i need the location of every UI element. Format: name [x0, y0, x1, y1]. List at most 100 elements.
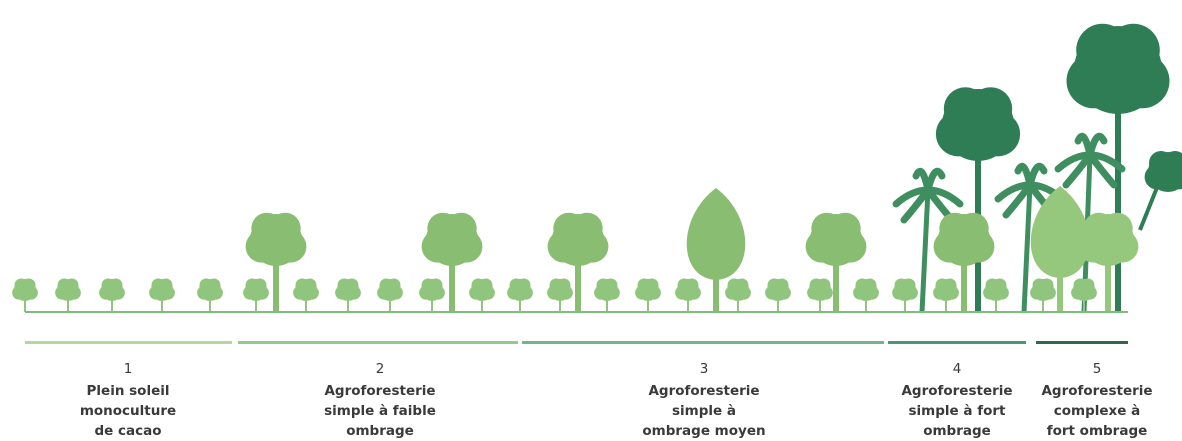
canopy-tree: [1066, 23, 1170, 312]
cacao-bush: [335, 278, 361, 312]
stage-bar: [522, 341, 884, 344]
crown-lobe: [829, 212, 861, 244]
stage-label: ombrage moyen: [642, 423, 765, 439]
stage-label: Agroforesterie: [901, 383, 1012, 399]
shade-tree: [547, 212, 609, 312]
trunk: [209, 292, 211, 312]
cacao-bush: [243, 278, 269, 312]
trunk: [1083, 292, 1085, 312]
cacao-bush: [1071, 278, 1097, 312]
cacao-bush: [983, 278, 1009, 312]
stage-number: 1: [124, 361, 133, 377]
stage-number: 2: [376, 361, 385, 377]
shade-tree: [805, 212, 867, 312]
crown-lobe: [993, 278, 1007, 292]
trunk: [305, 292, 307, 312]
trunk: [1057, 250, 1063, 312]
shade-tree: [245, 212, 307, 312]
trunk: [647, 292, 649, 312]
tall-tree: [1030, 186, 1090, 312]
crown-lobe: [517, 278, 531, 292]
trunk: [777, 292, 779, 312]
crown-lobe: [1107, 23, 1160, 77]
stage-label: simple à: [672, 403, 736, 419]
crown-lobe: [1081, 278, 1095, 292]
trunk: [519, 292, 521, 312]
cacao-bush: [507, 278, 533, 312]
trunk: [347, 292, 349, 312]
trunk: [606, 292, 608, 312]
crown-lobe: [345, 278, 359, 292]
palm: [892, 167, 964, 313]
crown-lobe: [943, 278, 957, 292]
trunk: [449, 250, 455, 312]
trunk: [273, 250, 279, 312]
trunk: [161, 292, 163, 312]
stage-bar: [888, 341, 1026, 344]
trunk: [481, 292, 483, 312]
crown-lobe: [479, 278, 493, 292]
cacao-bush: [12, 278, 38, 312]
frond: [924, 167, 946, 194]
cacao-bush: [725, 278, 751, 312]
stage-label: Agroforesterie: [324, 383, 435, 399]
crown-lobe: [571, 212, 603, 244]
stage-label: ombrage: [346, 423, 414, 439]
trunk: [945, 292, 947, 312]
crown-lobe: [65, 278, 79, 292]
crown-lobe: [969, 87, 1013, 131]
trunk: [819, 292, 821, 312]
trunk: [67, 292, 69, 312]
stage-label: fort ombrage: [1047, 423, 1148, 439]
stage-number: 5: [1093, 361, 1102, 377]
trunk: [919, 189, 931, 313]
stage-label: simple à faible: [324, 403, 436, 419]
crown-lobe: [1040, 278, 1054, 292]
tall-tree: [686, 188, 746, 312]
trunk: [737, 292, 739, 312]
cacao-bush: [765, 278, 791, 312]
crown-lobe: [604, 278, 618, 292]
stage-label: simple à fort: [909, 403, 1006, 419]
frond: [1086, 132, 1108, 159]
stage-number: 3: [700, 361, 709, 377]
crown: [1030, 186, 1090, 278]
crown-lobe: [303, 278, 317, 292]
stage-bar: [25, 341, 232, 344]
cacao-bush: [635, 278, 661, 312]
crown-lobe: [1101, 212, 1133, 244]
trunk: [389, 292, 391, 312]
crown-lobe: [957, 212, 989, 244]
trunk: [713, 250, 719, 312]
crown-lobe: [1163, 151, 1182, 175]
trunk: [904, 292, 906, 312]
trunk: [111, 292, 113, 312]
cacao-bush: [547, 278, 573, 312]
cacao-bush: [377, 278, 403, 312]
trunk: [559, 292, 561, 312]
stage-label: de cacao: [94, 423, 161, 439]
crown-lobe: [253, 278, 267, 292]
cacao-bush: [675, 278, 701, 312]
stage-number: 4: [953, 361, 962, 377]
shade-tree: [421, 212, 483, 312]
cacao-bush: [933, 278, 959, 312]
cacao-bush: [807, 278, 833, 312]
trunk: [575, 250, 581, 312]
cacao-bush: [419, 278, 445, 312]
trunk: [687, 292, 689, 312]
crown-lobe: [387, 278, 401, 292]
crown-lobe: [735, 278, 749, 292]
stage-label: Plein soleil: [87, 383, 170, 399]
cacao-bush: [99, 278, 125, 312]
shade-tree: [1077, 212, 1139, 312]
trunk: [1021, 184, 1033, 313]
crown-lobe: [775, 278, 789, 292]
trunk: [1042, 292, 1044, 312]
cacao-bush: [149, 278, 175, 312]
trunk: [24, 292, 26, 312]
stage-bar: [1036, 341, 1128, 344]
crown-lobe: [429, 278, 443, 292]
trunk: [961, 250, 967, 312]
trunk: [833, 250, 839, 312]
